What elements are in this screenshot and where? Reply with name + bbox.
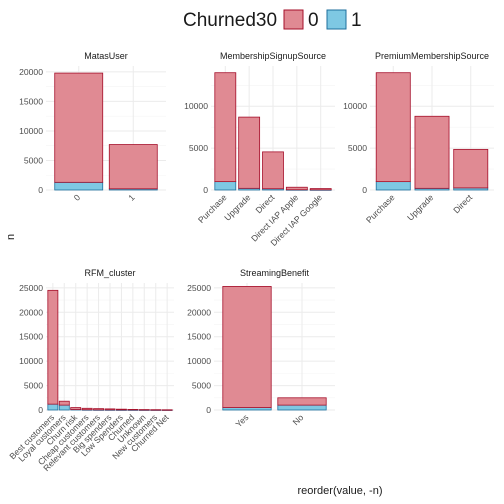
bar-churned-1 — [58, 404, 70, 411]
x-tick-label: Upgrade — [405, 192, 436, 223]
panel-title: MembershipSignupSource — [220, 51, 326, 61]
y-tick-label: 5000 — [24, 155, 43, 165]
bar-churned-0 — [161, 409, 173, 411]
y-axis-title: n — [5, 234, 17, 240]
panel-title: MatasUser — [84, 51, 128, 61]
x-tick-label: Purchase — [196, 192, 229, 225]
x-tick-label: Direct — [451, 192, 474, 215]
y-tick-label: 10000 — [19, 356, 43, 366]
bar-churned-0 — [54, 72, 104, 183]
panel-0: MatasUser 0 5000 10000 15000 20000 0 1 — [19, 51, 166, 203]
y-tick-label: 5000 — [24, 381, 43, 391]
bar-churned-0 — [453, 148, 489, 189]
panel-3: RFM_cluster0500010000150002000025000Best… — [7, 268, 174, 473]
legend-label-0: 0 — [308, 10, 319, 31]
y-tick-label: 20000 — [19, 307, 43, 317]
y-tick-label: 5000 — [189, 143, 208, 153]
bar-churned-0 — [108, 144, 158, 190]
y-tick-label: 20000 — [19, 67, 43, 77]
legend-label-1: 1 — [351, 10, 362, 31]
x-tick-label: Purchase — [364, 192, 397, 225]
bar-churned-0 — [127, 409, 139, 411]
y-tick-label: 10000 — [19, 126, 43, 136]
x-tick-label: 0 — [72, 192, 83, 203]
y-tick-label: 10000 — [343, 101, 367, 111]
y-tick-label: 10000 — [184, 101, 208, 111]
facet-panels: MatasUser 0 5000 10000 15000 20000 0 1 Membershi… — [7, 51, 494, 473]
y-tick-label: 0 — [38, 405, 43, 415]
legend-title: Churned30 — [183, 10, 277, 31]
y-tick-label: 0 — [203, 185, 208, 195]
bar-churned-0 — [375, 72, 411, 183]
y-tick-label: 5000 — [192, 381, 211, 391]
bar-churned-0 — [138, 409, 150, 411]
bar-churned-0 — [285, 186, 308, 191]
panel-1: MembershipSignupSource 0 5000 10000 Purchase… — [184, 51, 335, 248]
bar-churned-0 — [116, 408, 127, 411]
bar-churned-0 — [58, 400, 70, 406]
y-tick-label: 15000 — [187, 332, 211, 342]
y-tick-label: 5000 — [348, 143, 367, 153]
x-tick-label: Yes — [233, 412, 250, 429]
x-axis-title: reorder(value, -n) — [298, 485, 383, 497]
panel-title: PremiumMembershipSource — [375, 51, 489, 61]
panel-2: PremiumMembershipSource 0 5000 10000 Purchas… — [343, 51, 494, 225]
bar-churned-0 — [222, 286, 272, 408]
bar-churned-0 — [414, 115, 450, 189]
y-tick-label: 25000 — [19, 283, 43, 293]
bar-churned-0 — [238, 116, 261, 189]
y-tick-label: 25000 — [187, 283, 211, 293]
y-tick-label: 0 — [206, 405, 211, 415]
x-tick-label: No — [291, 412, 306, 427]
legend-key-1 — [326, 9, 347, 30]
bar-churned-1 — [277, 404, 327, 411]
panel-title: RFM_cluster — [84, 268, 135, 278]
bar-churned-0 — [214, 72, 237, 183]
panel-title: StreamingBenefit — [240, 268, 310, 278]
bar-churned-1 — [375, 181, 411, 191]
panel-4: StreamingBenefit 0 5000 10000 15000 20000 2500… — [187, 268, 335, 429]
y-tick-label: 10000 — [187, 356, 211, 366]
y-tick-label: 20000 — [187, 307, 211, 317]
bar-churned-0 — [262, 151, 284, 190]
bar-churned-0 — [70, 407, 82, 410]
x-tick-label: 1 — [126, 192, 137, 203]
bar-churned-0 — [47, 289, 59, 405]
legend: Churned30 0 1 — [183, 9, 362, 31]
bar-churned-1 — [54, 181, 104, 191]
legend-key-0 — [283, 9, 304, 30]
bar-churned-0 — [93, 408, 104, 411]
bar-churned-1 — [47, 403, 59, 411]
bar-churned-1 — [214, 181, 237, 191]
y-tick-label: 15000 — [19, 332, 43, 342]
bar-churned-0 — [277, 397, 327, 406]
bar-churned-0 — [309, 188, 332, 191]
x-tick-label: Upgrade — [222, 192, 253, 223]
bar-churned-0 — [81, 407, 93, 411]
bar-churned-0 — [150, 409, 162, 411]
y-tick-label: 15000 — [19, 96, 43, 106]
bar-churned-0 — [104, 408, 116, 411]
y-tick-label: 0 — [362, 185, 367, 195]
y-tick-label: 0 — [38, 185, 43, 195]
